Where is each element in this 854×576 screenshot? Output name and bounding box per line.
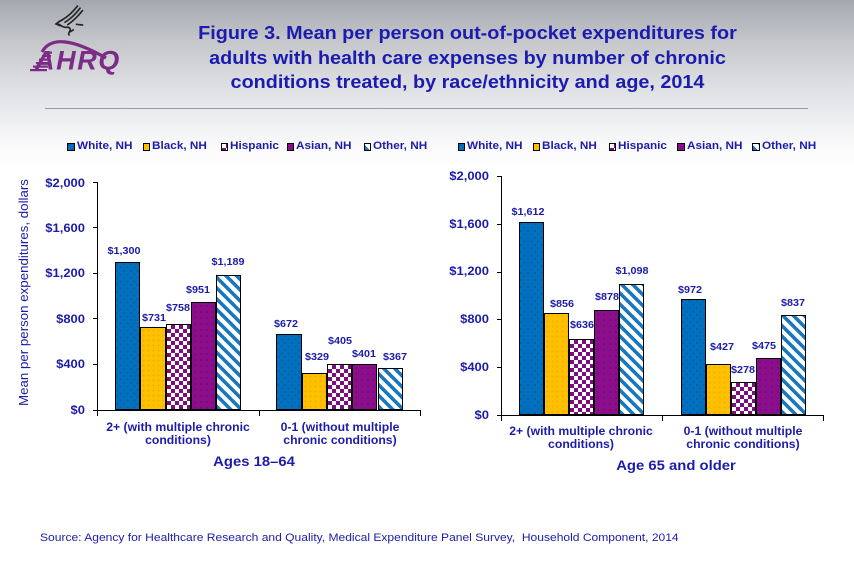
svg-text:AHRQ: AHRQ (34, 46, 121, 76)
